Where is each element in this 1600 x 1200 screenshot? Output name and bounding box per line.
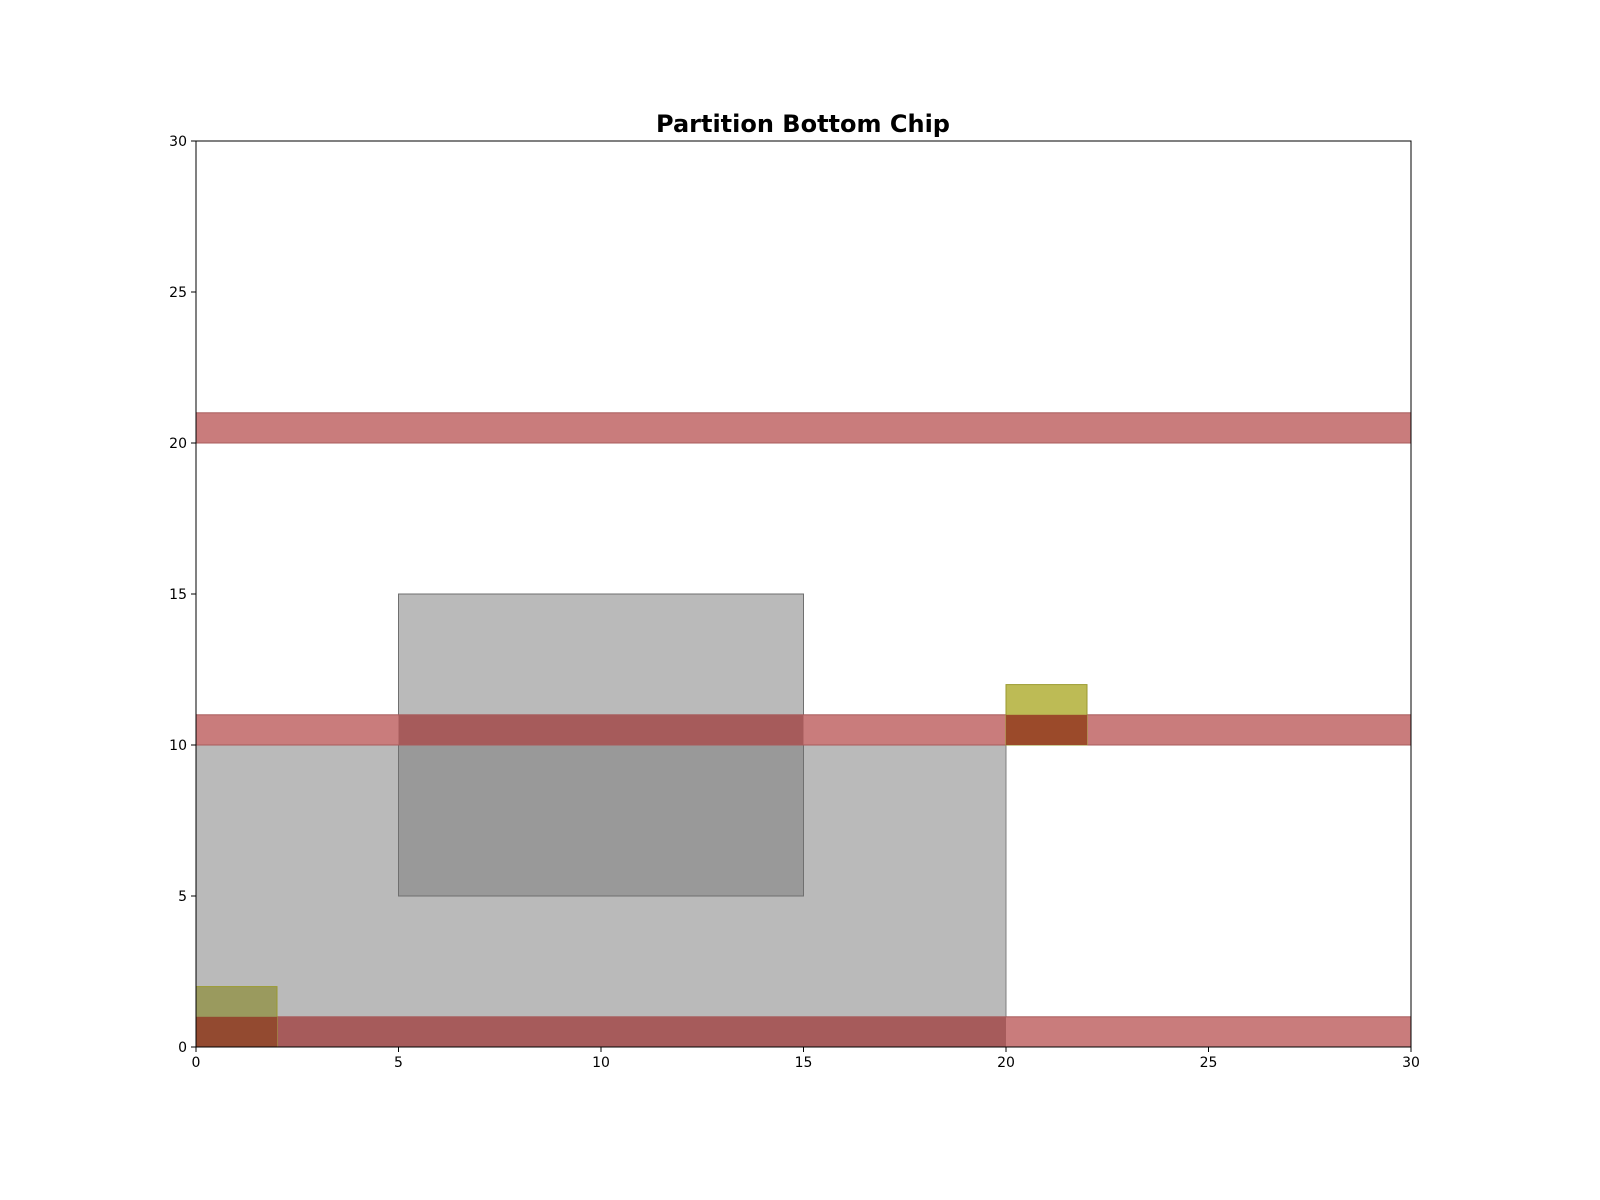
strip-0-on-block-0 (196, 1016, 1006, 1047)
plot-area (195, 412, 1412, 1048)
x-tick-label-2: 10 (592, 1055, 610, 1071)
y-tick-label-5: 25 (169, 285, 187, 301)
x-tick-label-3: 15 (795, 1055, 813, 1071)
y-tick-label-1: 5 (178, 889, 187, 905)
strip-rect-2 (195, 412, 1412, 444)
block-overlap (398, 745, 804, 896)
strip-1-on-block-1 (398, 714, 804, 745)
chart-title: Partition Bottom Chip (656, 110, 950, 138)
x-tick-label-1: 5 (394, 1055, 403, 1071)
y-tick-label-0: 0 (178, 1040, 187, 1056)
x-tick-label-0: 0 (192, 1055, 201, 1071)
y-tick-label-4: 20 (169, 436, 187, 452)
pad-0-on-strip-0 (196, 1016, 277, 1047)
y-tick-label-2: 10 (169, 738, 187, 754)
y-tick-label-6: 30 (169, 134, 187, 150)
axes: 0 5 10 15 20 25 30 0 5 10 15 20 25 30 (169, 134, 1420, 1071)
x-tick-label-5: 25 (1200, 1055, 1218, 1071)
x-tick-label-6: 30 (1402, 1055, 1420, 1071)
y-tick-label-3: 15 (169, 587, 187, 603)
x-tick-label-4: 20 (997, 1055, 1015, 1071)
pad-1-on-strip-1 (1006, 714, 1087, 745)
